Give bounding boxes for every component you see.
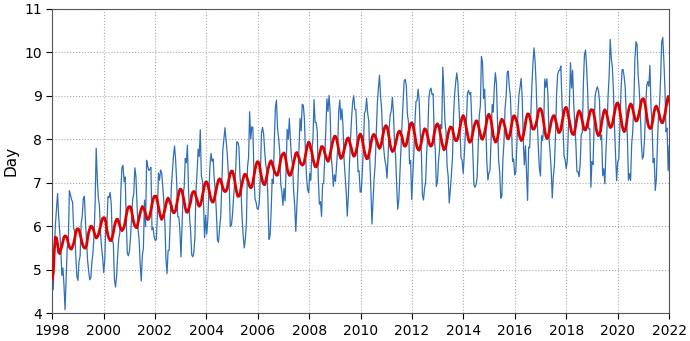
- Y-axis label: Day: Day: [3, 146, 19, 176]
